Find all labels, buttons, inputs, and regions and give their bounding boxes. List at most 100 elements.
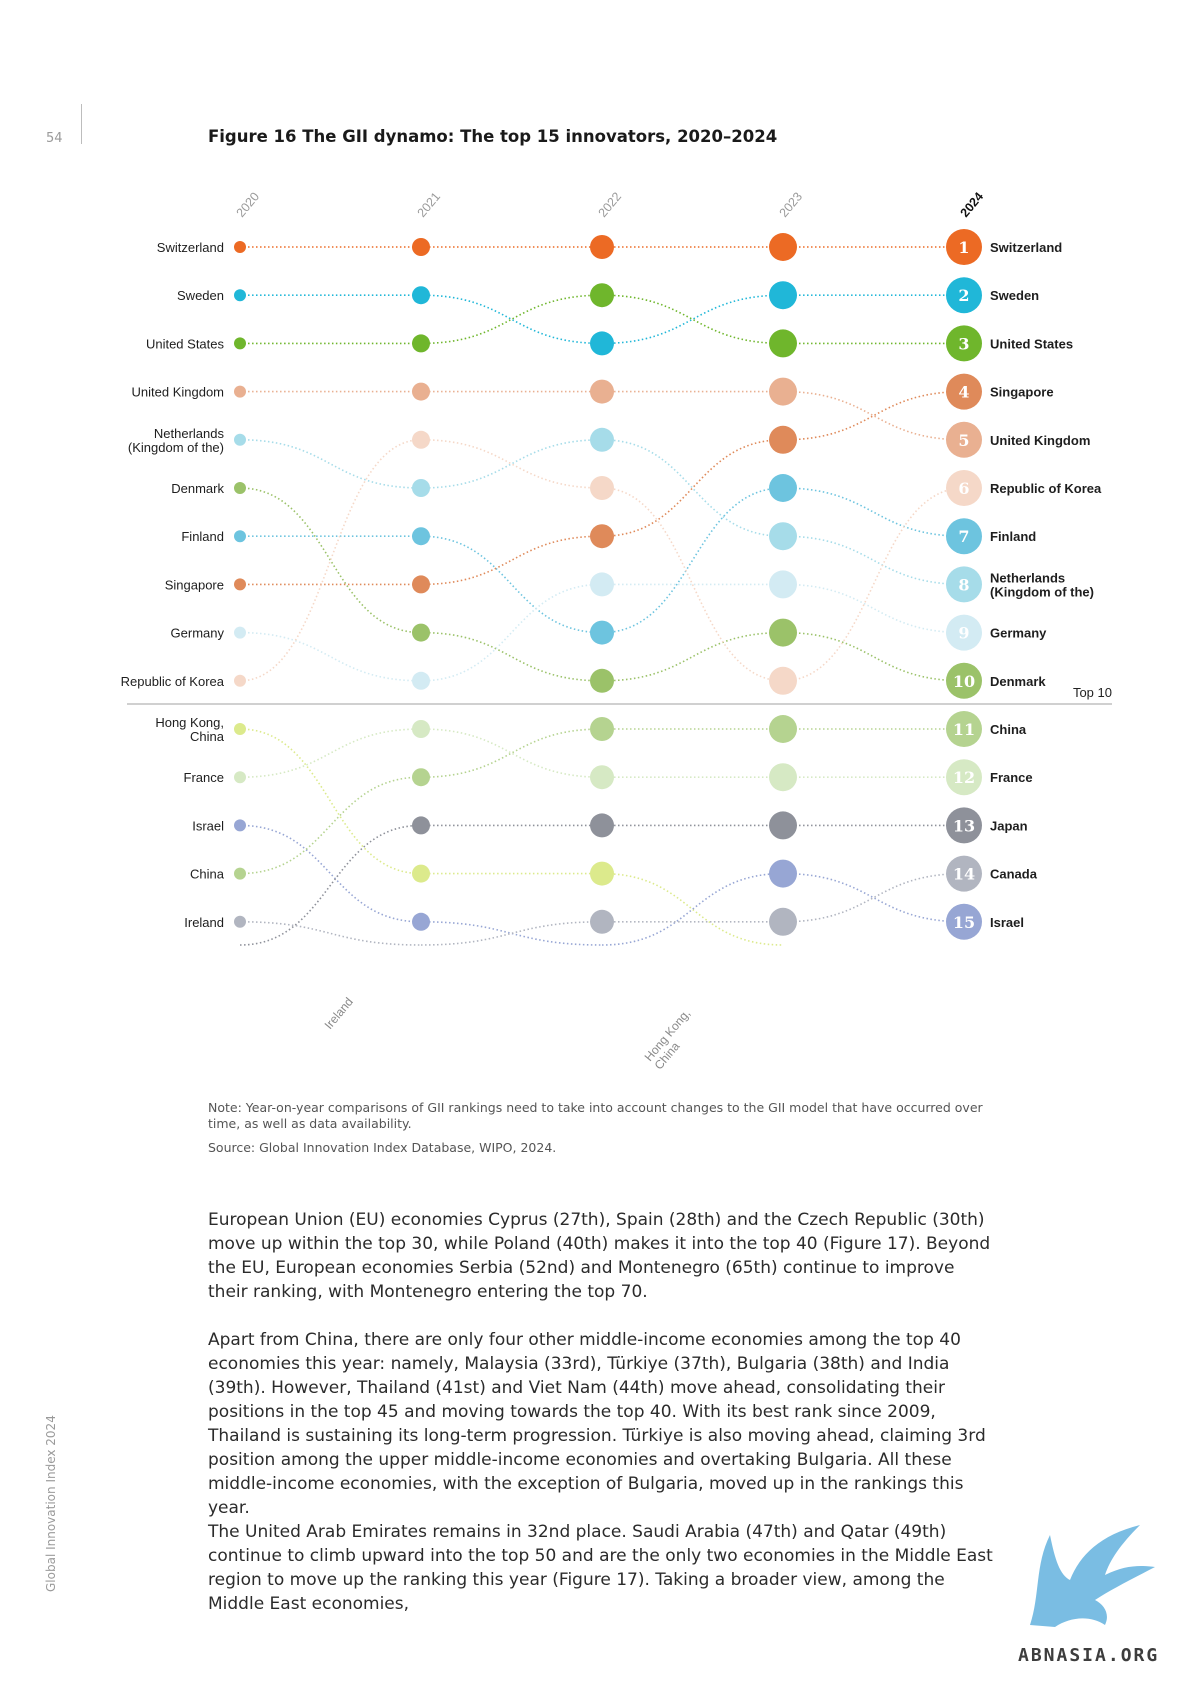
rank-marker xyxy=(946,470,982,506)
rank-marker xyxy=(769,570,797,599)
left-country-label: Germany xyxy=(171,626,225,641)
rank-marker xyxy=(946,711,982,747)
rank-number: 5 xyxy=(958,431,969,450)
rank-marker xyxy=(412,623,430,642)
rank-marker xyxy=(234,867,246,880)
right-country-label: Canada xyxy=(990,867,1038,882)
series-line xyxy=(420,872,965,946)
rank-number: 7 xyxy=(958,527,969,546)
year-label-2023: 2023 xyxy=(777,190,806,220)
dropout-label-hongkong: Hong Kong,China xyxy=(642,1006,703,1072)
rank-marker xyxy=(412,912,430,931)
rank-number: 14 xyxy=(953,865,975,884)
left-country-label: United States xyxy=(146,336,225,351)
right-country-label: France xyxy=(990,770,1033,785)
left-country-label: Republic of Korea xyxy=(121,674,225,689)
right-country-label: United Kingdom xyxy=(990,433,1090,448)
rank-marker xyxy=(412,479,430,497)
rank-marker xyxy=(946,325,982,362)
rank-marker xyxy=(769,811,797,840)
rank-marker xyxy=(946,373,982,410)
rank-marker xyxy=(946,807,982,844)
rank-marker xyxy=(412,430,430,449)
rank-marker xyxy=(590,524,614,549)
rank-number: 11 xyxy=(953,720,975,739)
dropout-label-ireland: Ireland xyxy=(322,995,356,1032)
figure-note: Note: Year-on-year comparisons of GII ra… xyxy=(208,1100,983,1131)
rank-marker xyxy=(769,233,797,261)
rank-marker xyxy=(590,379,614,404)
rank-marker xyxy=(234,385,246,398)
rank-marker xyxy=(590,813,614,838)
year-label-2024: 2024 xyxy=(958,190,987,220)
year-label-2021: 2021 xyxy=(415,190,444,220)
rank-marker xyxy=(946,566,982,603)
rank-marker xyxy=(412,334,430,353)
rank-number: 1 xyxy=(958,238,969,257)
right-country-label: Netherlands (Kingdom of the) xyxy=(990,570,1094,599)
rank-number: 8 xyxy=(958,575,969,594)
rank-number: 15 xyxy=(953,913,975,932)
rank-marker xyxy=(234,819,246,832)
rank-marker xyxy=(769,618,797,647)
rank-marker xyxy=(234,337,246,350)
rank-marker xyxy=(590,427,614,452)
rank-marker xyxy=(946,855,982,892)
series-line xyxy=(239,921,422,946)
rank-marker xyxy=(946,759,982,796)
rank-marker xyxy=(590,909,614,934)
rank-marker xyxy=(234,626,246,639)
rank-marker xyxy=(234,289,246,302)
series-line xyxy=(239,439,965,586)
rank-number: 3 xyxy=(958,334,969,353)
rank-marker xyxy=(412,238,430,256)
rank-number: 10 xyxy=(953,672,975,691)
right-country-label: Israel xyxy=(990,915,1024,930)
left-country-label: United Kingdom xyxy=(132,385,225,400)
rank-marker xyxy=(234,578,246,591)
right-country-label: Denmark xyxy=(990,674,1046,689)
year-label-2022: 2022 xyxy=(596,190,625,220)
left-country-label: Ireland xyxy=(184,915,224,930)
rank-marker xyxy=(590,572,614,597)
left-country-label: France xyxy=(184,770,224,785)
series-line xyxy=(239,728,784,946)
rank-marker xyxy=(769,522,797,551)
rank-number: 2 xyxy=(958,286,969,305)
rank-marker xyxy=(769,859,797,888)
right-country-label: Finland xyxy=(990,529,1036,544)
rank-marker xyxy=(946,614,982,651)
page-number: 54 xyxy=(46,131,63,146)
rank-marker xyxy=(946,229,982,265)
rank-marker xyxy=(590,476,614,500)
rank-marker xyxy=(234,482,246,494)
rank-marker xyxy=(769,474,797,502)
right-country-label: Switzerland xyxy=(990,240,1062,255)
rank-marker xyxy=(769,377,797,406)
series-line xyxy=(239,728,964,875)
rank-marker xyxy=(412,382,430,401)
right-country-label: Sweden xyxy=(990,288,1039,303)
rank-marker xyxy=(412,527,430,546)
right-country-label: Japan xyxy=(990,818,1028,833)
rank-marker xyxy=(234,771,246,784)
rank-marker xyxy=(946,277,982,314)
rank-marker xyxy=(946,421,982,458)
running-title: Global Innovation Index 2024 xyxy=(44,1415,58,1592)
series-line xyxy=(239,824,964,946)
series-line xyxy=(239,439,965,682)
series-line xyxy=(240,487,965,634)
rank-marker xyxy=(234,433,246,446)
left-country-label: Switzerland xyxy=(157,240,224,255)
right-country-label: Singapore xyxy=(990,385,1054,400)
rank-marker xyxy=(769,666,797,695)
rank-marker xyxy=(590,235,614,259)
left-country-label: Finland xyxy=(181,529,224,544)
rank-marker xyxy=(946,903,982,940)
body-paragraph-2: Apart from China, there are only four ot… xyxy=(208,1330,986,1518)
rank-number: 13 xyxy=(953,816,975,835)
figure-source: Source: Global Innovation Index Database… xyxy=(208,1140,557,1155)
left-country-label: Denmark xyxy=(171,481,224,496)
rank-number: 12 xyxy=(953,768,975,787)
